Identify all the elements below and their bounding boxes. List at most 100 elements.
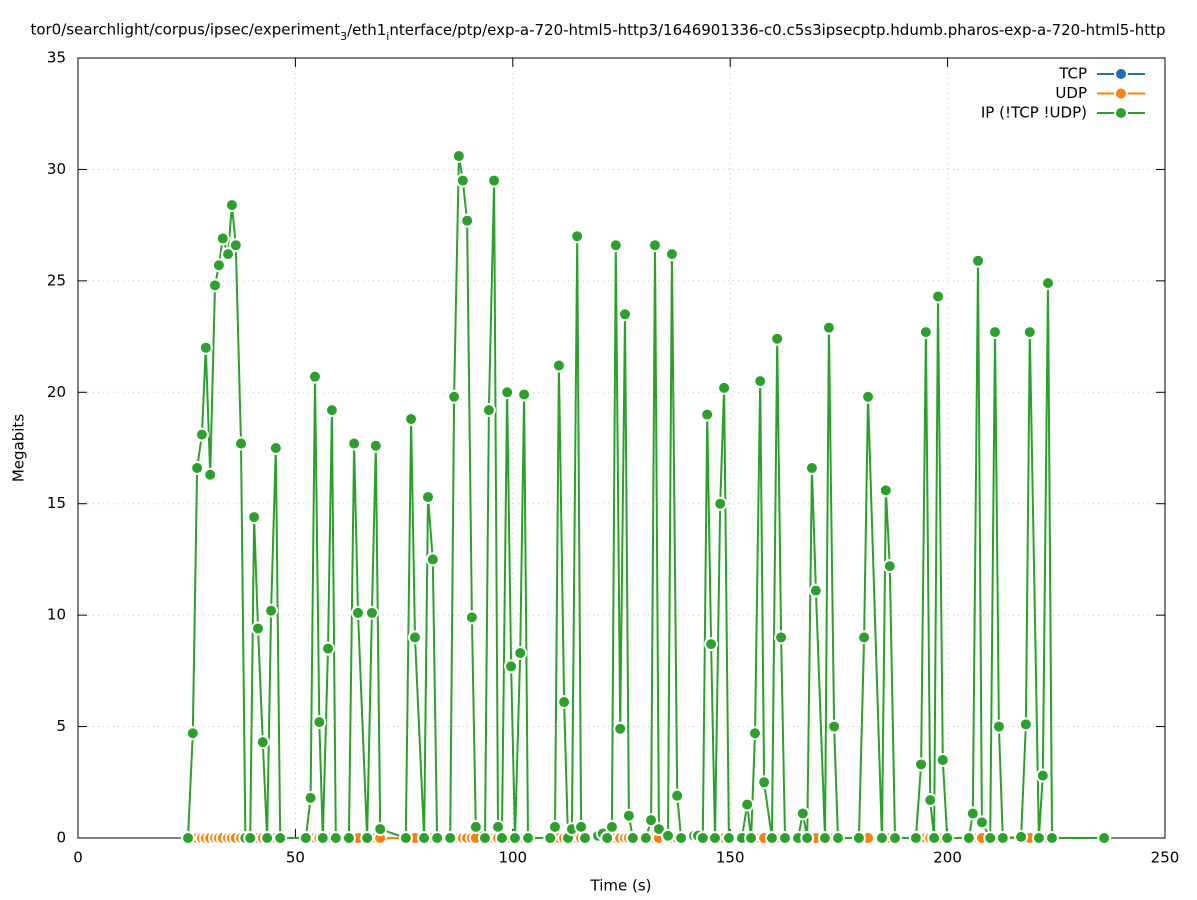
data-point [481,403,496,418]
data-point [914,757,929,772]
y-axis-label: Megabits [10,414,28,482]
data-point [753,374,768,389]
data-point [647,238,662,253]
data-point [821,320,836,335]
data-point [500,385,515,400]
data-point [347,436,362,451]
x-tick-label: 250 [1151,849,1180,867]
data-point [861,389,876,404]
data-point [543,831,558,845]
y-tick-label: 10 [47,606,66,624]
data-point [341,831,356,845]
data-point [321,641,336,656]
data-point [1044,831,1059,845]
data-point [827,719,842,734]
data-point [521,831,536,845]
data-point [918,325,933,340]
data-point [404,412,419,427]
data-point [940,831,955,845]
data-point [221,247,236,262]
data-point [368,438,383,453]
data-point [504,659,519,674]
data-point [425,552,440,567]
data-point [255,735,270,750]
data-point [430,831,445,845]
data-point [398,831,413,845]
data-point [927,831,942,845]
data-point [795,806,810,821]
legend-label: TCP [1058,65,1087,83]
data-point [315,831,330,845]
data-point [600,831,615,845]
data-point [608,238,623,253]
data-point [557,695,572,710]
data-point [661,828,676,843]
data-point [360,831,375,845]
data-point [971,253,986,268]
data-point [995,831,1010,845]
data-point [744,831,759,845]
x-tick-label: 50 [286,849,305,867]
data-point [983,831,998,845]
data-point [303,790,318,805]
data-point [613,721,628,736]
data-point [800,831,815,845]
data-point [417,831,432,845]
data-point [991,719,1006,734]
data-point [1022,325,1037,340]
data-point [464,610,479,625]
legend-marker [1114,86,1128,101]
data-point [817,831,832,845]
data-point [324,403,339,418]
data-point [987,325,1002,340]
data-point [451,149,466,164]
data-point [513,646,528,661]
y-tick-label: 35 [47,49,66,67]
x-tick-label: 0 [73,849,83,867]
data-point [198,340,213,355]
data-point [604,819,619,834]
data-point [547,819,562,834]
data-point [808,583,823,598]
data-point [1035,768,1050,783]
legend-label: UDP [1055,84,1087,102]
data-point [625,831,640,845]
data-point [882,559,897,574]
data-point [373,822,388,837]
x-tick-label: 200 [933,849,962,867]
data-point [713,496,728,511]
data-point [664,247,679,262]
data-point [961,831,976,845]
series [181,149,1112,845]
data-point [851,831,866,845]
data-point [351,605,366,620]
data-point [443,831,458,845]
data-point [194,427,209,442]
data-point [460,213,475,228]
chart-title: tor0/searchlight/corpus/ipsec/experiment… [30,21,1165,43]
data-point [638,831,653,845]
data-point [228,238,243,253]
data-point [407,630,422,645]
data-point [273,831,288,845]
data-point [1097,831,1112,845]
data-point [328,831,343,845]
data-point [923,793,938,808]
data-point [774,630,789,645]
data-point [831,831,846,845]
data-point [617,307,632,322]
y-tick-label: 15 [47,494,66,512]
legend-label: IP (!TCP !UDP) [981,104,1087,122]
data-point [908,831,923,845]
data-point [704,637,719,652]
data-point [670,788,685,803]
data-point [1031,831,1046,845]
x-axis-label: Time (s) [590,877,652,895]
data-point [243,831,258,845]
legend-marker [1114,106,1128,120]
data-point [700,407,715,422]
data-point [268,441,283,455]
legend-marker [1114,67,1128,81]
